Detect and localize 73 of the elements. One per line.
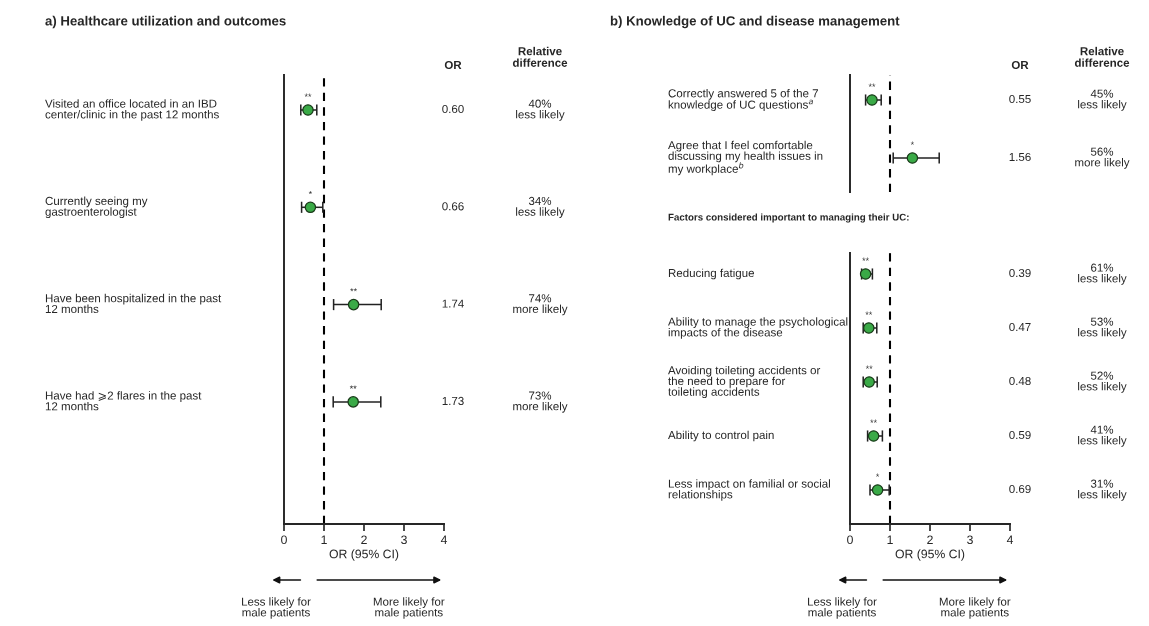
text: 74% more likely	[513, 294, 568, 316]
data-label: 0.55	[1009, 94, 1031, 104]
annotation: *	[875, 473, 880, 477]
data-label: 1.74	[442, 299, 464, 308]
category-label: Ability to control pain	[668, 430, 774, 442]
text: Relative difference	[1074, 46, 1130, 67]
text: More likely for male patients	[939, 597, 1011, 619]
text: Less likely for male patients	[242, 597, 311, 619]
annotation: **	[865, 311, 873, 315]
text: More likely for male patients	[373, 597, 445, 619]
x-tick-label: 3	[401, 535, 407, 545]
x-tick-label: 4	[1006, 535, 1014, 544]
point	[304, 201, 317, 214]
annotation: **	[349, 385, 357, 389]
category-label: Ability to manage the psychological impacts of the disease	[668, 317, 848, 339]
x-tick-label: 1	[887, 535, 893, 544]
text: 31% less likely	[1078, 479, 1127, 501]
data-label: 0.59	[1009, 430, 1031, 440]
data-label: 0.47	[1009, 322, 1031, 332]
data-label: 1.56	[1009, 152, 1031, 162]
point	[867, 430, 880, 442]
text: 61% less likely	[1078, 263, 1127, 285]
data-label: 0.48	[1009, 376, 1031, 386]
text: OR	[444, 60, 462, 70]
x-tick-label: 2	[361, 535, 367, 544]
text: Less likely for male patients	[808, 597, 877, 619]
data-label: 1.73	[442, 396, 464, 405]
annotation: **	[865, 365, 873, 369]
chart-title: b) Knowledge of UC and disease management	[610, 15, 900, 29]
text: 34% less likely	[516, 196, 565, 219]
annotation: **	[862, 257, 869, 261]
category-label: Have had ⩾2 flares in the past 12 months	[45, 391, 202, 411]
annotation: **	[870, 419, 877, 423]
annotation: *	[308, 190, 313, 195]
annotation: *	[910, 141, 915, 145]
text: 45% less likely	[1078, 89, 1127, 111]
category-label: Currently seeing my gastroenterologist	[45, 196, 148, 219]
text: OR	[1011, 60, 1029, 70]
text: 73% more likely	[513, 391, 568, 413]
text: 53% less likely	[1078, 317, 1127, 339]
category-label: Avoiding toileting accidents or the need to prepare for toileting accidents	[668, 365, 821, 399]
point	[871, 484, 884, 496]
x-tick-label: 3	[967, 535, 973, 545]
data-label: 0.66	[442, 202, 464, 211]
category-label: Correctly answered 5 of the 7 knowledge of UC questions$^{a}$	[668, 88, 818, 111]
text: Relative difference	[512, 46, 568, 67]
category-label: Visited an office located in an IBD center/clinic in the past 12 months	[45, 99, 219, 121]
category-label: Agree that I feel comfortable discussing my health issues in my workplace$^{b}$	[668, 140, 823, 176]
text: a) Healthcare utilization and outcomes	[45, 15, 286, 29]
point	[347, 298, 360, 311]
category-label: Less impact on familial or social relationships	[668, 479, 830, 501]
text: 52% less likely	[1078, 371, 1127, 393]
x-axis-title: OR (95% CI)	[895, 549, 965, 561]
x-tick-label: 1	[321, 535, 327, 544]
category-label: Reducing fatigue	[668, 268, 755, 280]
x-tick-label: 2	[927, 535, 933, 544]
x-tick-label: 0	[281, 535, 287, 545]
annotation: **	[304, 93, 312, 97]
data-label: 0.69	[1009, 484, 1031, 494]
point	[347, 396, 359, 408]
text: 41% less likely	[1078, 425, 1127, 447]
data-label: 0.60	[442, 104, 464, 114]
text: 56% more likely	[1075, 147, 1130, 169]
x-tick-label: 4	[440, 535, 448, 544]
annotation: **	[868, 83, 876, 87]
text: 40% less likely	[516, 99, 565, 121]
x-axis-title: OR (95% CI)	[329, 549, 399, 561]
chart-title: Factors considered important to managing their UC:	[668, 213, 909, 223]
category-label: Have been hospitalized in the past 12 months	[45, 293, 222, 314]
annotation: **	[350, 288, 357, 292]
x-tick-label: 0	[847, 535, 853, 545]
point	[302, 104, 314, 116]
data-label: 0.39	[1009, 268, 1031, 278]
